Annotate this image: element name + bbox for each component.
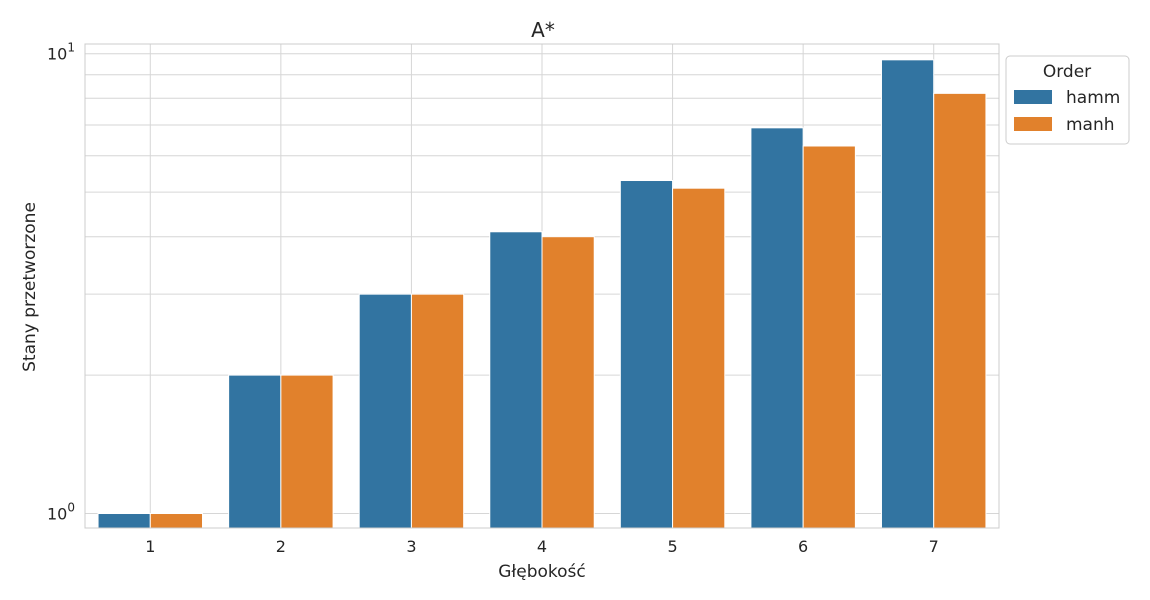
legend-title: Order <box>1043 62 1091 82</box>
bar-manh-3 <box>410 293 465 529</box>
bar-hamm-6 <box>750 127 804 529</box>
legend: Order hamm manh <box>1005 55 1130 145</box>
bar-manh-4 <box>541 236 595 529</box>
bar-hamm-7 <box>880 59 935 529</box>
legend-swatch-manh <box>1014 117 1052 131</box>
x-tick-labels: 1 2 3 4 5 6 7 <box>145 537 939 556</box>
bar-manh-6 <box>802 145 856 529</box>
x-tick-label: 4 <box>537 537 547 556</box>
legend-items: hamm manh <box>1014 88 1120 135</box>
chart-title: A* <box>531 18 555 42</box>
bar-hamm-5 <box>619 180 674 529</box>
x-tick-label: 7 <box>929 537 939 556</box>
x-axis-label: Głębokość <box>498 562 586 582</box>
bar-manh-5 <box>672 187 726 529</box>
x-tick-label: 5 <box>667 537 677 556</box>
x-tick-label: 2 <box>276 537 286 556</box>
y-tick-labels: 100 101 <box>47 41 75 524</box>
legend-label-manh: manh <box>1066 115 1115 135</box>
legend-label-hamm: hamm <box>1066 88 1120 108</box>
y-tick-label: 101 <box>47 41 75 64</box>
plot-frame <box>84 43 1000 529</box>
bar-hamm-2 <box>228 374 282 529</box>
bar-manh-7 <box>933 92 987 529</box>
bar-hamm-1 <box>97 513 151 529</box>
x-tick-label: 1 <box>145 537 155 556</box>
legend-swatch-hamm <box>1014 90 1052 104</box>
bar-manh-1 <box>149 513 204 529</box>
bar-manh-2 <box>280 374 334 529</box>
x-tick-label: 3 <box>406 537 416 556</box>
bar-hamm-3 <box>358 293 412 529</box>
bars <box>97 59 987 529</box>
x-tick-label: 6 <box>798 537 808 556</box>
y-tick-label: 100 <box>47 501 75 524</box>
y-axis-label: Stany przetworzone <box>20 202 40 372</box>
bar-hamm-4 <box>489 231 543 529</box>
